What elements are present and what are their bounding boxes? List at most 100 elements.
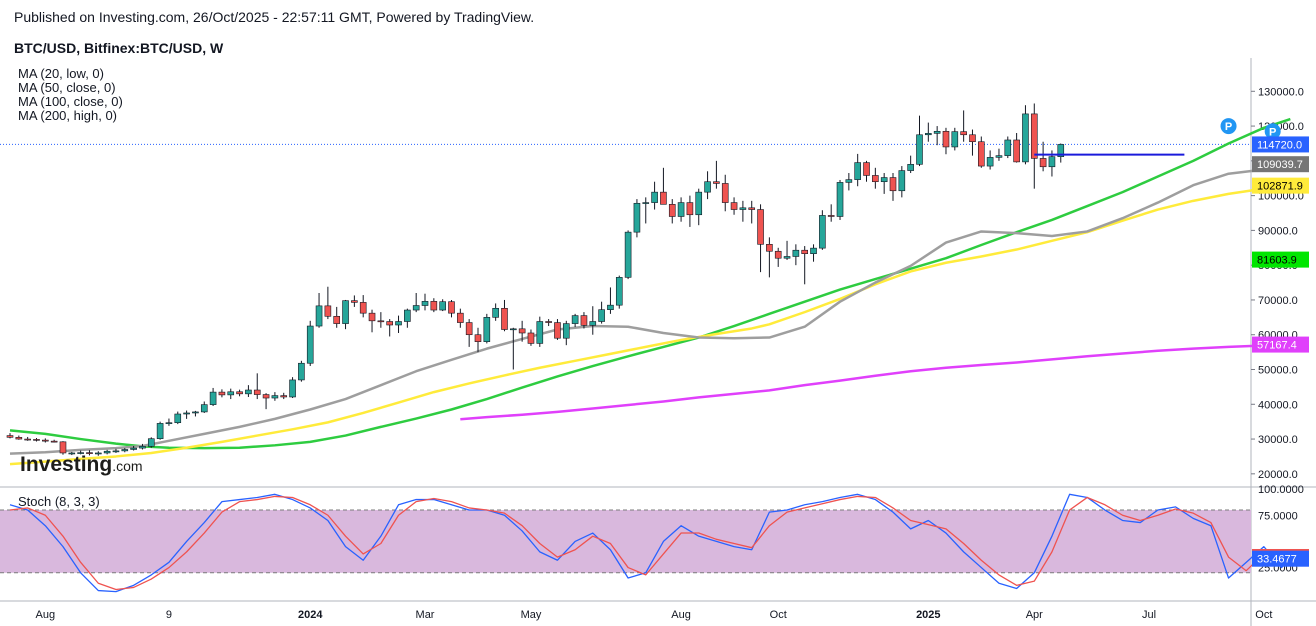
candle-body: [236, 391, 243, 395]
candle-body: [165, 422, 173, 425]
candle-body: [15, 437, 23, 440]
candle-body: [792, 249, 800, 257]
candle-body: [1030, 113, 1038, 159]
candle-body: [668, 204, 676, 217]
candle-body: [986, 157, 994, 167]
legend-entry: MA (20, low, 0): [18, 66, 104, 81]
candle-body: [501, 307, 508, 330]
candle-body: [359, 302, 367, 314]
candle-body: [960, 131, 967, 136]
candle-body: [863, 162, 870, 176]
stoch-d-line: [9, 495, 1291, 591]
candle-body: [395, 321, 402, 326]
candle-body: [333, 315, 341, 324]
candle-body: [1022, 113, 1029, 163]
candle-body: [404, 309, 411, 322]
candle-body: [68, 452, 76, 455]
candle-body: [130, 447, 137, 450]
stoch-badge: [1252, 550, 1309, 567]
candle-body: [483, 317, 491, 342]
price-badge-label: 114720.0: [1257, 139, 1302, 151]
time-tick-label: May: [521, 609, 542, 621]
candle-body: [510, 328, 517, 331]
candle-body: [324, 305, 332, 317]
time-tick-label: Jul: [1142, 609, 1156, 621]
candle-body: [872, 175, 879, 183]
pattern-marker-label: P: [1269, 126, 1276, 138]
time-tick-label: 9: [166, 609, 172, 621]
candle-body: [1039, 158, 1047, 168]
price-tick-label: 90000.0: [1258, 225, 1298, 237]
candle-body: [262, 394, 270, 399]
candle-body: [448, 301, 455, 314]
candle-body: [147, 438, 155, 447]
candle-body: [156, 423, 164, 440]
candle-body: [801, 249, 809, 254]
candle-body: [457, 312, 464, 323]
time-tick-label: 2024: [298, 609, 323, 621]
candle-body: [342, 300, 349, 324]
time-tick-label: Oct: [770, 609, 787, 621]
candle-body: [386, 321, 393, 326]
candle-body: [50, 440, 58, 443]
price-badge-label: 57167.4: [1257, 340, 1297, 352]
candle-body: [368, 312, 376, 322]
candle-body: [642, 202, 650, 204]
price-tick-label: 130000.0: [1258, 86, 1304, 98]
candle-body: [253, 389, 261, 395]
candle-body: [589, 321, 597, 326]
candle-body: [598, 309, 605, 322]
legend-entry: MA (200, high, 0): [18, 108, 117, 123]
published-caption: Published on Investing.com, 26/Oct/2025 …: [14, 9, 535, 25]
candle-body: [474, 334, 482, 342]
candle-body: [174, 413, 182, 424]
candle-body: [925, 133, 932, 136]
price-badge: [1252, 156, 1309, 173]
price-badge-label: 109039.7: [1257, 159, 1303, 171]
candle-body: [412, 305, 420, 311]
candle-body: [783, 256, 791, 259]
candle-body: [854, 162, 861, 180]
investing-logo-suffix: .com: [112, 458, 142, 474]
candle-body: [695, 191, 703, 216]
pattern-marker: [1220, 118, 1237, 135]
candle-body: [969, 134, 976, 143]
symbol-title: BTC/USD, Bitfinex:BTC/USD, W: [14, 40, 224, 56]
candle-body: [633, 202, 641, 233]
candle-body: [183, 412, 190, 415]
candle-body: [660, 191, 667, 205]
chart-header: Published on Investing.com, 26/Oct/2025 …: [14, 9, 534, 56]
candle-body: [607, 304, 614, 310]
candle-body: [536, 321, 544, 344]
time-tick-label: Apr: [1026, 609, 1043, 621]
candle-body: [730, 202, 738, 210]
candle-body: [121, 449, 129, 452]
time-tick-label: Aug: [671, 609, 691, 621]
time-tick-label: Aug: [36, 609, 56, 621]
candle-body: [192, 411, 199, 414]
candle-body: [6, 435, 14, 438]
price-badge-label: 81603.9: [1257, 255, 1297, 267]
price-badge-label: 102871.9: [1257, 181, 1303, 193]
stoch-band: [0, 510, 1251, 573]
candle-body: [306, 325, 314, 364]
candle-body: [624, 231, 632, 278]
candle-body: [227, 391, 235, 396]
candle-body: [554, 322, 561, 339]
candle-body: [827, 215, 835, 217]
candle-body: [112, 450, 120, 453]
candle-body: [95, 452, 102, 455]
candle-body: [1013, 139, 1020, 163]
candle-body: [686, 202, 694, 216]
candle-body: [518, 328, 526, 334]
candle-body: [430, 301, 438, 311]
candle-body: [713, 181, 720, 184]
price-badge: [1252, 177, 1309, 194]
candle-body: [1057, 144, 1065, 157]
candle-body: [651, 191, 658, 203]
candle-body: [907, 164, 914, 171]
stoch-tick-label: 75.0000: [1258, 510, 1298, 522]
time-tick-label: Mar: [416, 609, 435, 621]
candle-body: [315, 305, 323, 327]
